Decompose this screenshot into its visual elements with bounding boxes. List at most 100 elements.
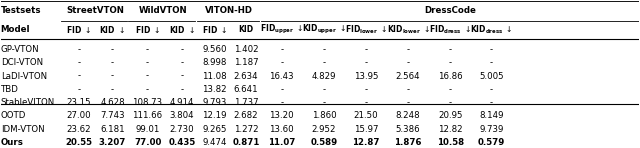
Text: 1.737: 1.737 xyxy=(234,98,258,107)
Text: FID$_{\mathregular{upper}}$ $\downarrow$: FID$_{\mathregular{upper}}$ $\downarrow$ xyxy=(260,23,303,36)
Text: -: - xyxy=(77,45,81,54)
Text: -: - xyxy=(280,85,284,94)
Text: 13.60: 13.60 xyxy=(269,125,294,134)
Text: Testsets: Testsets xyxy=(1,6,41,15)
Text: -: - xyxy=(490,98,493,107)
Text: -: - xyxy=(364,45,367,54)
Text: -: - xyxy=(180,72,184,81)
Text: -: - xyxy=(111,45,114,54)
Text: -: - xyxy=(449,85,452,94)
Text: 23.15: 23.15 xyxy=(67,98,92,107)
Text: StableVITON: StableVITON xyxy=(1,98,55,107)
Text: 108.73: 108.73 xyxy=(132,98,163,107)
Text: DCI-VTON: DCI-VTON xyxy=(1,58,43,67)
Text: 13.95: 13.95 xyxy=(354,72,378,81)
Text: 2.952: 2.952 xyxy=(312,125,336,134)
Text: 13.82: 13.82 xyxy=(202,85,227,94)
Text: 0.589: 0.589 xyxy=(310,138,337,147)
Text: -: - xyxy=(323,58,325,67)
Text: StreetVTON: StreetVTON xyxy=(66,6,124,15)
Text: -: - xyxy=(449,98,452,107)
Text: 77.00: 77.00 xyxy=(134,138,161,147)
Text: KID$_{\mathregular{upper}}$ $\downarrow$: KID$_{\mathregular{upper}}$ $\downarrow$ xyxy=(302,23,346,36)
Text: -: - xyxy=(146,45,149,54)
Text: 9.560: 9.560 xyxy=(202,45,227,54)
Text: 5.005: 5.005 xyxy=(479,72,504,81)
Text: 6.641: 6.641 xyxy=(234,85,258,94)
Text: 11.07: 11.07 xyxy=(268,138,296,147)
Text: 0.871: 0.871 xyxy=(232,138,260,147)
Text: 0.435: 0.435 xyxy=(168,138,196,147)
Text: 2.634: 2.634 xyxy=(234,72,258,81)
Text: OOTD: OOTD xyxy=(1,111,26,120)
Text: VITON-HD: VITON-HD xyxy=(205,6,253,15)
Text: 12.87: 12.87 xyxy=(352,138,380,147)
Text: 9.739: 9.739 xyxy=(479,125,504,134)
Text: -: - xyxy=(364,85,367,94)
Text: -: - xyxy=(449,58,452,67)
Text: KID: KID xyxy=(238,25,253,34)
Text: -: - xyxy=(180,58,184,67)
Text: -: - xyxy=(77,58,81,67)
Text: 1.187: 1.187 xyxy=(234,58,258,67)
Text: 27.00: 27.00 xyxy=(67,111,92,120)
Text: 4.628: 4.628 xyxy=(100,98,125,107)
Text: -: - xyxy=(180,85,184,94)
Text: -: - xyxy=(77,85,81,94)
Text: -: - xyxy=(280,98,284,107)
Text: 2.564: 2.564 xyxy=(396,72,420,81)
Text: LaDI-VTON: LaDI-VTON xyxy=(1,72,47,81)
Text: 1.860: 1.860 xyxy=(312,111,336,120)
Text: -: - xyxy=(146,72,149,81)
Text: WildVTON: WildVTON xyxy=(139,6,188,15)
Text: -: - xyxy=(323,98,325,107)
Text: -: - xyxy=(323,85,325,94)
Text: 3.804: 3.804 xyxy=(170,111,195,120)
Text: 0.579: 0.579 xyxy=(478,138,505,147)
Text: 12.82: 12.82 xyxy=(438,125,463,134)
Text: -: - xyxy=(280,45,284,54)
Text: -: - xyxy=(111,85,114,94)
Text: -: - xyxy=(406,98,410,107)
Text: -: - xyxy=(490,85,493,94)
Text: 8.149: 8.149 xyxy=(479,111,504,120)
Text: FID $\downarrow$: FID $\downarrow$ xyxy=(202,24,227,35)
Text: 5.386: 5.386 xyxy=(396,125,420,134)
Text: 1.272: 1.272 xyxy=(234,125,258,134)
Text: 20.95: 20.95 xyxy=(438,111,463,120)
Text: 1.876: 1.876 xyxy=(394,138,422,147)
Text: 13.20: 13.20 xyxy=(269,111,294,120)
Text: -: - xyxy=(77,72,81,81)
Text: -: - xyxy=(406,45,410,54)
Text: 23.62: 23.62 xyxy=(67,125,92,134)
Text: 99.01: 99.01 xyxy=(136,125,160,134)
Text: -: - xyxy=(449,45,452,54)
Text: FID$_{\mathregular{lower}}$ $\downarrow$: FID$_{\mathregular{lower}}$ $\downarrow$ xyxy=(345,24,387,36)
Text: -: - xyxy=(111,58,114,67)
Text: 16.86: 16.86 xyxy=(438,72,463,81)
Text: KID$_{\mathregular{lower}}$ $\downarrow$: KID$_{\mathregular{lower}}$ $\downarrow$ xyxy=(387,24,429,36)
Text: 6.181: 6.181 xyxy=(100,125,125,134)
Text: 10.58: 10.58 xyxy=(436,138,464,147)
Text: -: - xyxy=(364,98,367,107)
Text: 4.829: 4.829 xyxy=(312,72,336,81)
Text: -: - xyxy=(111,72,114,81)
Text: KID $\downarrow$: KID $\downarrow$ xyxy=(99,24,125,35)
Text: 8.998: 8.998 xyxy=(202,58,227,67)
Text: FID $\downarrow$: FID $\downarrow$ xyxy=(135,24,160,35)
Text: 9.474: 9.474 xyxy=(202,138,227,147)
Text: DressCode: DressCode xyxy=(424,6,476,15)
Text: 111.66: 111.66 xyxy=(132,111,163,120)
Text: Model: Model xyxy=(1,25,30,34)
Text: 9.265: 9.265 xyxy=(202,125,227,134)
Text: KID $\downarrow$: KID $\downarrow$ xyxy=(169,24,195,35)
Text: 12.19: 12.19 xyxy=(202,111,227,120)
Text: 7.743: 7.743 xyxy=(100,111,125,120)
Text: 9.793: 9.793 xyxy=(202,98,227,107)
Text: GP-VTON: GP-VTON xyxy=(1,45,39,54)
Text: FID$_{\mathregular{dress}}$ $\downarrow$: FID$_{\mathregular{dress}}$ $\downarrow$ xyxy=(429,24,471,36)
Text: -: - xyxy=(406,85,410,94)
Text: 20.55: 20.55 xyxy=(65,138,92,147)
Text: Ours: Ours xyxy=(1,138,24,147)
Text: 16.43: 16.43 xyxy=(269,72,294,81)
